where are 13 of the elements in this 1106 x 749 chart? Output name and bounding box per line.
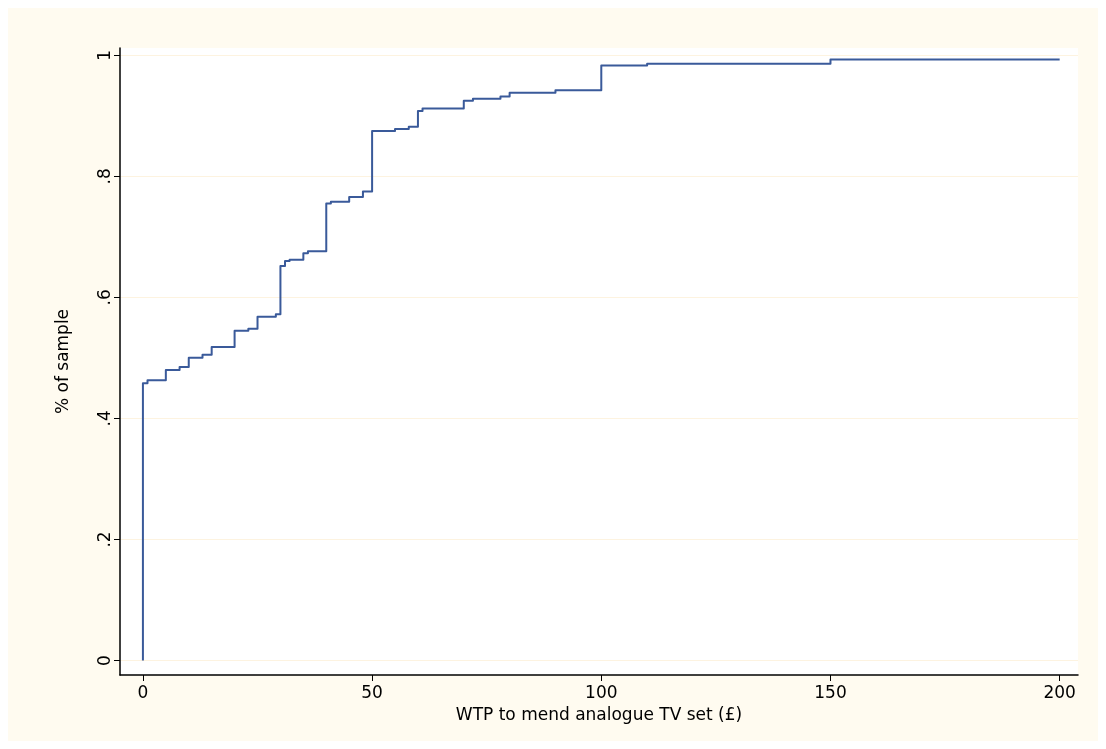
y-tick-label: .2 xyxy=(93,531,114,548)
x-tick-label: 150 xyxy=(814,681,847,702)
x-tick-label: 0 xyxy=(137,681,149,702)
x-axis-title: WTP to mend analogue TV set (£) xyxy=(455,703,743,724)
y-axis-title: % of sample xyxy=(51,308,72,415)
y-tick-label: .4 xyxy=(93,410,114,427)
x-tick-label: 200 xyxy=(1043,681,1076,702)
x-tick-label: 100 xyxy=(585,681,618,702)
y-tick-label: .8 xyxy=(93,168,114,185)
y-tick-label: .6 xyxy=(93,289,114,306)
x-tick-label: 50 xyxy=(361,681,383,702)
y-tick-label: 1 xyxy=(93,49,114,61)
y-tick-label: 0 xyxy=(93,655,114,666)
